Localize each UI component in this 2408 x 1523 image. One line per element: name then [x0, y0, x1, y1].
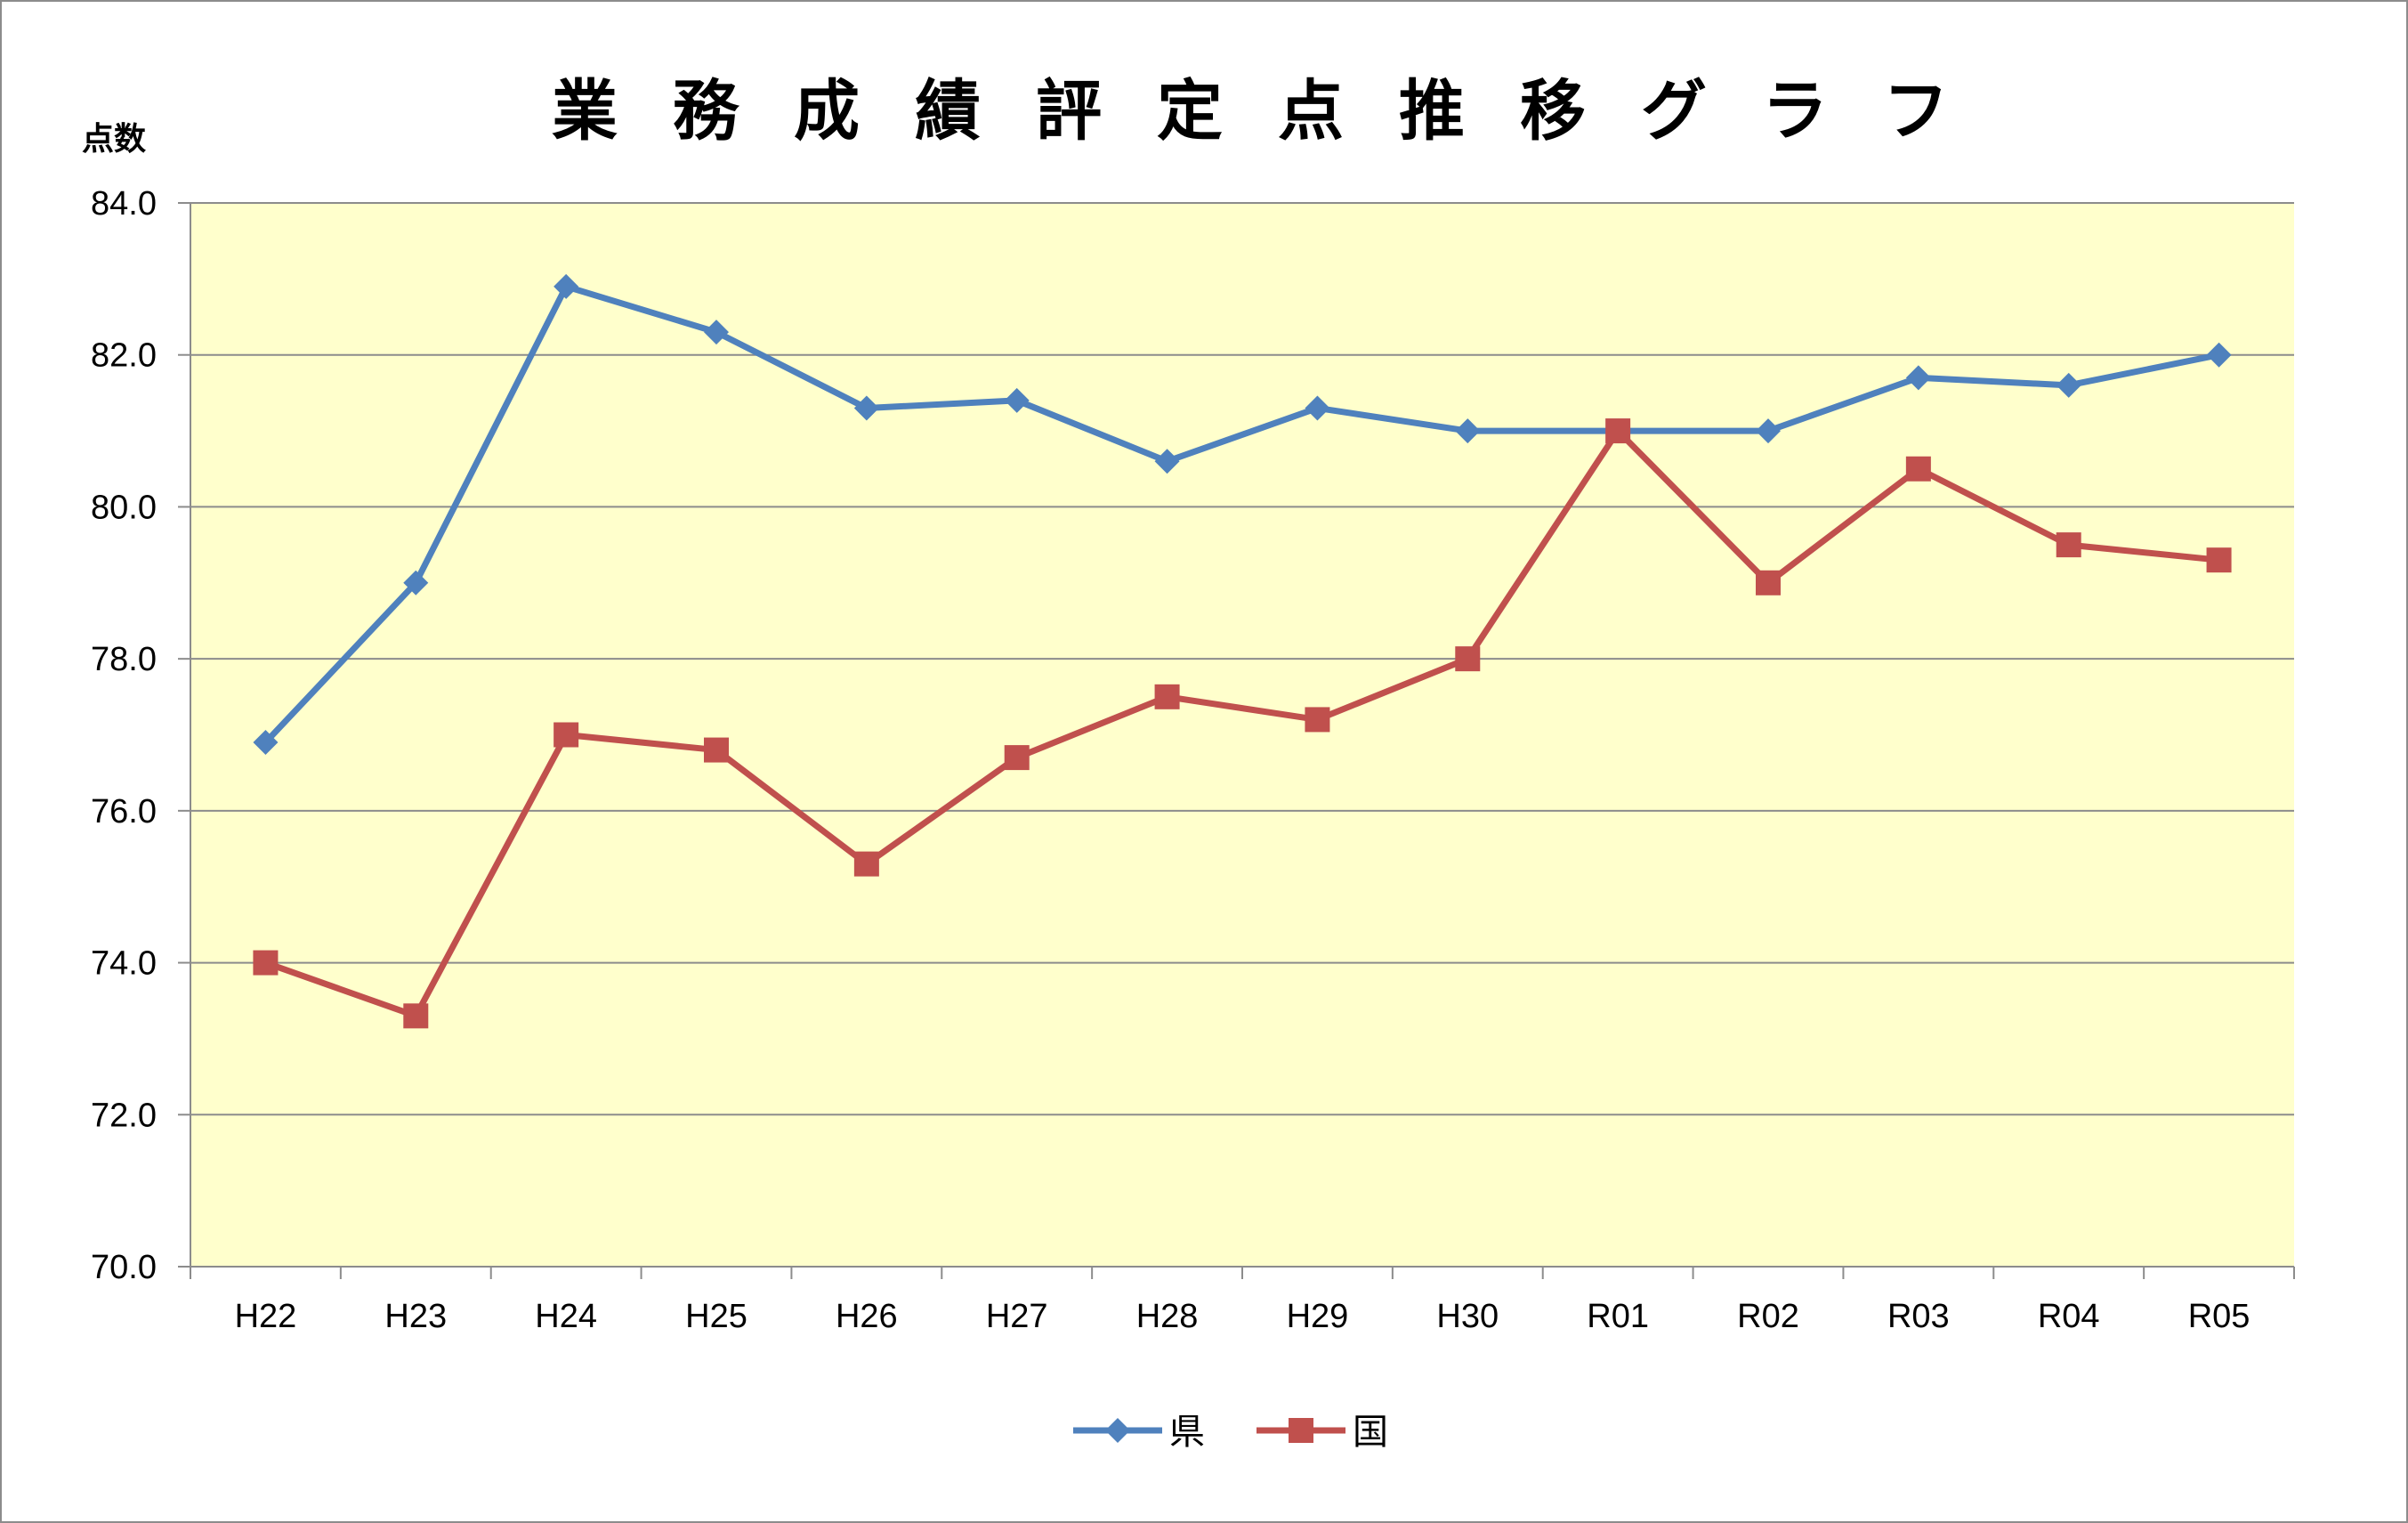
data-point	[1905, 456, 1931, 482]
axes	[190, 203, 2295, 1279]
legend-marker	[1105, 1418, 1130, 1443]
y-tick-label: 82.0	[91, 337, 157, 375]
x-tick-label: R04	[2038, 1298, 2100, 1335]
series-line	[264, 427, 2219, 1019]
legend-item-1: 県	[1073, 1412, 1205, 1453]
series-2	[253, 418, 2232, 1029]
x-tick-label: H22	[235, 1298, 297, 1335]
data-point	[1154, 684, 1180, 709]
y-tick-label: 74.0	[91, 945, 157, 983]
data-point	[2206, 547, 2232, 573]
data-point	[2206, 342, 2232, 368]
data-point	[853, 395, 879, 421]
data-point	[1004, 387, 1030, 413]
x-tick-label: H26	[836, 1298, 898, 1335]
plot-area	[190, 203, 2294, 1267]
y-tick-label: 80.0	[91, 489, 157, 526]
data-point	[1305, 395, 1330, 421]
data-point	[2056, 372, 2081, 398]
data-point	[1905, 365, 1931, 391]
data-point	[704, 320, 729, 345]
x-tick-label: R01	[1587, 1298, 1649, 1335]
legend-marker	[1289, 1418, 1313, 1443]
data-point	[554, 273, 579, 299]
data-point	[403, 1003, 429, 1029]
data-point	[853, 851, 879, 877]
y-tick-label: 72.0	[91, 1097, 157, 1134]
series-line	[263, 283, 2220, 745]
series-1	[253, 273, 2232, 756]
data-point	[1455, 418, 1481, 444]
x-tick-label: R05	[2188, 1298, 2250, 1335]
x-tick-label: R03	[1887, 1298, 1950, 1335]
x-tick-label: R02	[1737, 1298, 1799, 1335]
data-point	[1605, 418, 1631, 444]
data-point	[1154, 449, 1180, 474]
data-point	[1756, 418, 1781, 444]
data-point	[1756, 570, 1781, 595]
y-tick-label: 84.0	[91, 185, 157, 223]
chart-title: 業務成績評定点推移グラフ	[552, 73, 2004, 150]
y-tick-label: 70.0	[91, 1249, 157, 1286]
data-point	[1004, 745, 1030, 771]
series-group	[253, 273, 2232, 1029]
x-tick-label: H28	[1136, 1298, 1199, 1335]
x-tick-label: H23	[384, 1298, 447, 1335]
y-tick-labels: 70.0 72.0 74.0 76.0 78.0 80.0 82.0 84.0	[91, 185, 157, 1286]
x-tick-labels: H22 H23 H24 H25 H26 H27 H28 H29 H30 R01 R02 R03 R04 R…	[235, 1298, 2250, 1335]
data-point	[253, 730, 279, 756]
x-tick-label: H29	[1287, 1298, 1349, 1335]
data-point	[403, 570, 429, 595]
y-tick-label: 78.0	[91, 641, 157, 678]
legend-item-2: 国	[1257, 1412, 1388, 1453]
x-tick-label: H30	[1436, 1298, 1499, 1335]
data-point	[1305, 707, 1330, 733]
data-point	[1455, 646, 1481, 672]
data-point	[2056, 532, 2081, 558]
gridlines	[178, 202, 2294, 1268]
x-tick-label: H25	[685, 1298, 747, 1335]
legend: 県国	[1073, 1412, 1388, 1453]
legend-label: 県	[1169, 1412, 1205, 1453]
y-tick-label: 76.0	[91, 793, 157, 830]
legend-label: 国	[1353, 1412, 1388, 1453]
x-tick-label: H24	[535, 1298, 597, 1335]
x-tick-label: H27	[986, 1298, 1048, 1335]
data-point	[554, 722, 579, 748]
y-axis-label: 点数	[82, 121, 146, 158]
data-point	[253, 950, 279, 976]
data-point	[704, 737, 729, 763]
